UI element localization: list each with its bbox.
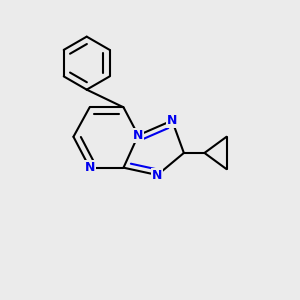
- Text: N: N: [167, 114, 177, 127]
- Text: N: N: [133, 129, 143, 142]
- Text: N: N: [152, 169, 163, 182]
- Text: N: N: [85, 161, 95, 174]
